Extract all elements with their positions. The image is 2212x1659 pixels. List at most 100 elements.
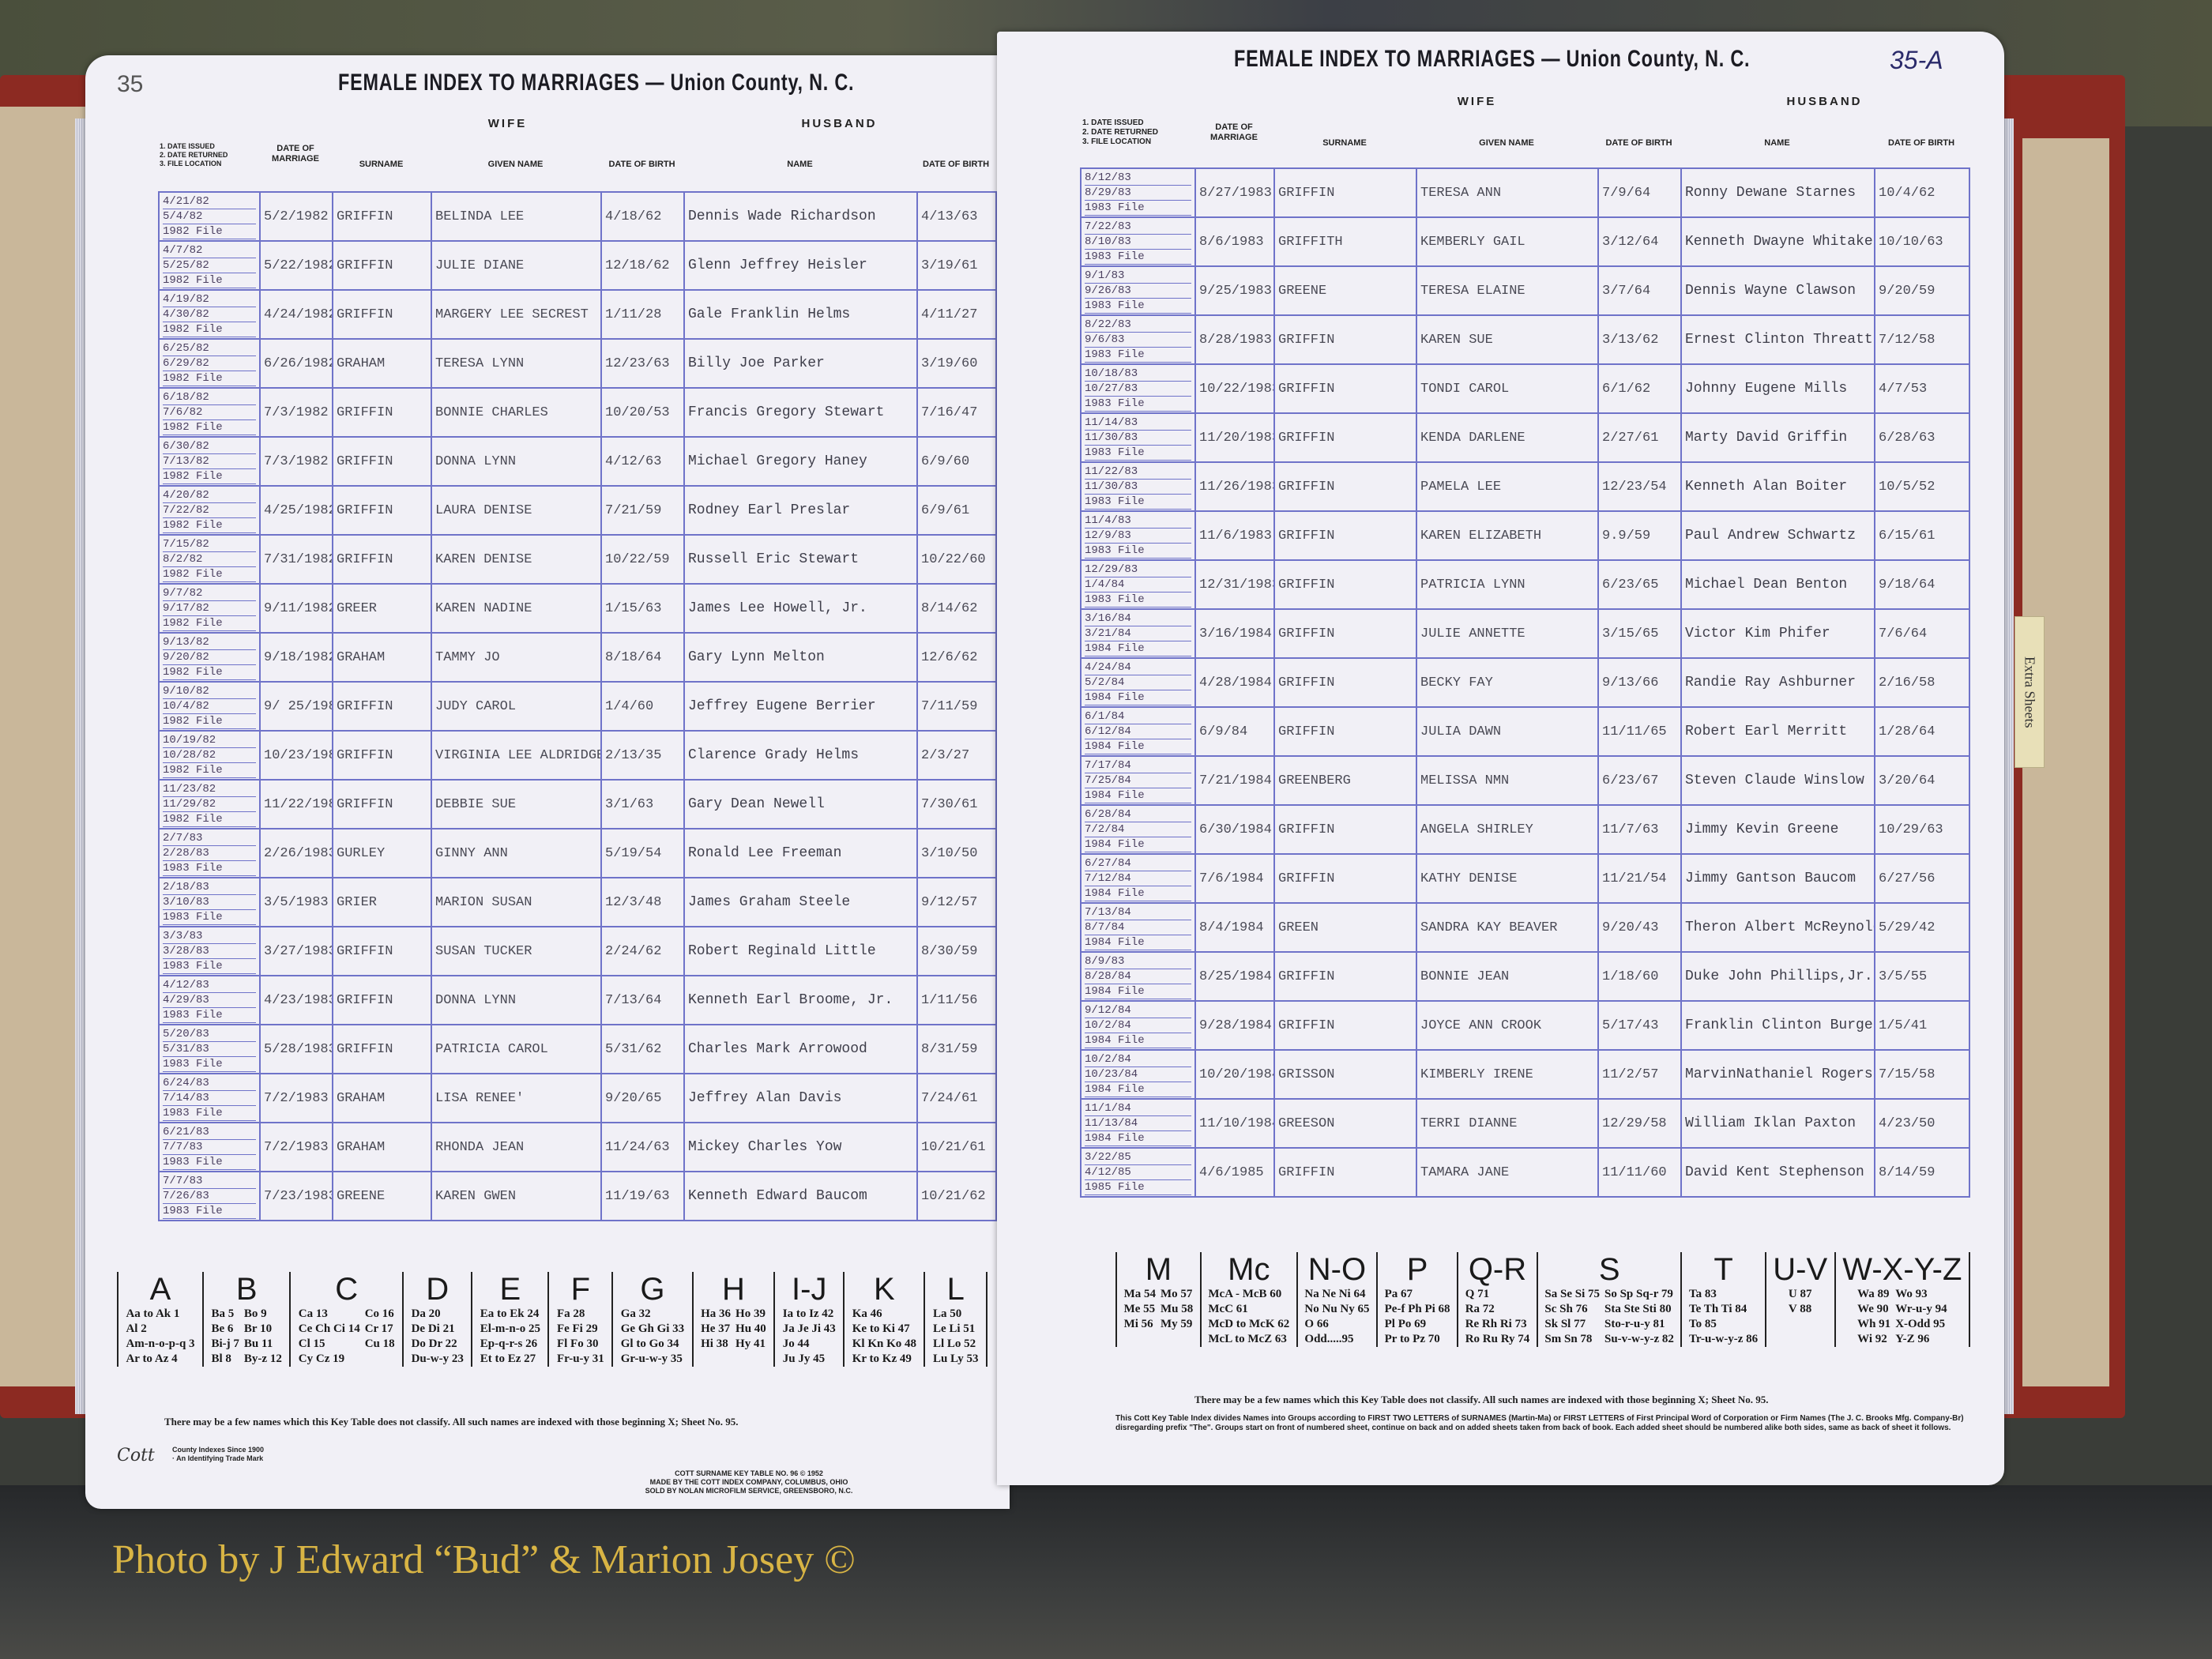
wife-given-name-cell: JOYCE ANN CROOK bbox=[1416, 1000, 1599, 1051]
marriage-date-cell: 5/2/1982 bbox=[259, 191, 333, 242]
table-row: 11/14/83 11/30/83 1983 File 11/20/1983 GRIFF… bbox=[1080, 412, 1970, 463]
table-row: 6/24/83 7/14/83 1983 File 7/2/1983 GRAHAM LIS… bbox=[158, 1073, 997, 1123]
header-husband-name: NAME bbox=[787, 160, 813, 169]
key-group-m: M Ma 54 Me 55 Mi 56 Mo 57 Mu 58 My 59 bbox=[1117, 1252, 1202, 1347]
file-location: 1982 File bbox=[163, 763, 256, 778]
date-returned: 9/26/83 bbox=[1085, 284, 1191, 299]
date-issued: 2/18/83 bbox=[163, 880, 256, 895]
key-group-cells: Pa 67 Pe-f Ph Pi 68 Pl Po 69 Pr to Pz 70 bbox=[1385, 1287, 1450, 1347]
date-returned: 9/20/82 bbox=[163, 650, 256, 665]
photo-credit-watermark: Photo by J Edward “Bud” & Marion Josey © bbox=[112, 1537, 856, 1582]
file-info-cell: 6/21/83 7/7/83 1983 File bbox=[158, 1122, 261, 1172]
key-group-letter: W-X-Y-Z bbox=[1842, 1252, 1962, 1287]
marriage-date-cell: 7/3/1982 bbox=[259, 436, 333, 487]
table-row: 10/2/84 10/23/84 1984 File 10/20/1984 GRISSO… bbox=[1080, 1049, 1970, 1100]
date-issued: 7/15/82 bbox=[163, 537, 256, 552]
key-group-letter: B bbox=[235, 1272, 258, 1307]
wife-surname-cell: GRIFFIN bbox=[332, 240, 432, 291]
key-cell: Mo 57 bbox=[1160, 1288, 1193, 1300]
key-cell: By-z 12 bbox=[243, 1352, 282, 1365]
key-group-cells: U 87 V 88 bbox=[1789, 1287, 1812, 1317]
key-cell: We 90 bbox=[1857, 1303, 1889, 1315]
file-location: 1983 File bbox=[163, 861, 256, 876]
marriage-date-cell: 7/2/1983 bbox=[259, 1122, 333, 1172]
file-location: 1984 File bbox=[1085, 788, 1191, 803]
key-cell: Ea to Ek 24 bbox=[480, 1307, 540, 1320]
key-cell: McD to McK 62 bbox=[1208, 1318, 1290, 1330]
wife-surname-cell: GRIFFIN bbox=[1273, 167, 1417, 218]
key-group-cells: Ta 83 Te Th Ti 84 To 85 Tr-u-w-y-z 86 bbox=[1689, 1287, 1758, 1347]
key-table-instructions: This Cott Key Table Index divides Names … bbox=[1115, 1414, 1964, 1432]
husband-name-cell: Johnny Eugene Mills bbox=[1680, 363, 1875, 414]
wife-surname-cell: GRIFFIN bbox=[332, 779, 432, 830]
table-row: 11/4/83 12/9/83 1983 File 11/6/1983 GRIFFIN K… bbox=[1080, 510, 1970, 561]
husband-dob-cell: 7/12/58 bbox=[1874, 314, 1970, 365]
key-cell: Al 2 bbox=[126, 1322, 147, 1335]
wife-given-name-cell: LAURA DENISE bbox=[431, 485, 602, 536]
wife-dob-cell: 11/2/57 bbox=[1597, 1049, 1682, 1100]
date-returned: 7/13/82 bbox=[163, 454, 256, 469]
key-group-e: E Ea to Ek 24 El-m-n-o 25 Ep-q-r-s 26 Et to … bbox=[472, 1272, 550, 1367]
marriage-date-cell: 4/6/1985 bbox=[1194, 1147, 1275, 1198]
marriage-date-cell: 6/30/1984 bbox=[1194, 804, 1275, 855]
header-husband: HUSBAND bbox=[801, 117, 878, 130]
wife-dob-cell: 6/1/62 bbox=[1597, 363, 1682, 414]
husband-name-cell: David Kent Stephenson bbox=[1680, 1147, 1875, 1198]
wife-given-name-cell: KATHY DENISE bbox=[1416, 853, 1599, 904]
key-group-cells: Q 71 Ra 72 Re Rh Ri 73 Ro Ru Ry 74 bbox=[1465, 1287, 1530, 1347]
key-group-letter: U-V bbox=[1773, 1252, 1828, 1287]
key-cell: Hi 38 bbox=[701, 1337, 728, 1350]
key-cell: Ia to Iz 42 bbox=[782, 1307, 834, 1320]
key-cell: Su-v-w-y-z 82 bbox=[1604, 1333, 1674, 1345]
key-group-letter: Q-R bbox=[1468, 1252, 1527, 1287]
file-info-cell: 4/20/82 7/22/82 1982 File bbox=[158, 485, 261, 536]
file-location: 1984 File bbox=[1085, 739, 1191, 754]
key-cell: Ro Ru Ry 74 bbox=[1465, 1333, 1530, 1345]
wife-dob-cell: 3/7/64 bbox=[1597, 265, 1682, 316]
husband-dob-cell: 8/14/62 bbox=[916, 583, 997, 634]
wife-given-name-cell: RHONDA JEAN bbox=[431, 1122, 602, 1172]
table-row: 6/30/82 7/13/82 1982 File 7/3/1982 GRIFFIN DO… bbox=[158, 436, 997, 487]
husband-name-cell: Russell Eric Stewart bbox=[683, 534, 918, 585]
date-issued: 4/20/82 bbox=[163, 488, 256, 503]
key-group-cells: Aa to Ak 1 Al 2 Am-n-o-p-q 3 Ar to Az 4 bbox=[126, 1307, 194, 1367]
date-issued: 4/7/82 bbox=[163, 243, 256, 258]
husband-dob-cell: 2/16/58 bbox=[1874, 657, 1970, 708]
husband-dob-cell: 1/11/56 bbox=[916, 975, 997, 1025]
wife-dob-cell: 10/20/53 bbox=[600, 387, 685, 438]
wife-surname-cell: GRIFFIN bbox=[1273, 1000, 1417, 1051]
wife-surname-cell: GRIER bbox=[332, 877, 432, 927]
file-location: 1983 File bbox=[1085, 495, 1191, 510]
husband-dob-cell: 9/20/59 bbox=[1874, 265, 1970, 316]
header-surname: SURNAME bbox=[1322, 138, 1367, 148]
husband-dob-cell: 7/15/58 bbox=[1874, 1049, 1970, 1100]
key-cell: Sk Sl 77 bbox=[1544, 1318, 1586, 1330]
husband-dob-cell: 7/11/59 bbox=[916, 681, 997, 732]
husband-name-cell: Mickey Charles Yow bbox=[683, 1122, 918, 1172]
key-cell: Ce Ch Ci 14 bbox=[298, 1322, 360, 1335]
date-returned: 10/4/82 bbox=[163, 699, 256, 714]
file-info-cell: 6/18/82 7/6/82 1982 File bbox=[158, 387, 261, 438]
marriage-date-cell: 8/25/1984 bbox=[1194, 951, 1275, 1002]
husband-dob-cell: 3/20/64 bbox=[1874, 755, 1970, 806]
key-group-k: K Ka 46 Ke to Ki 47 Kl Kn Ko 48 Kr to Kz 49 bbox=[845, 1272, 926, 1367]
husband-name-cell: Clarence Grady Helms bbox=[683, 730, 918, 781]
key-cell: Sta Ste Sti 80 bbox=[1604, 1303, 1672, 1315]
husband-name-cell: Ronald Lee Freeman bbox=[683, 828, 918, 878]
wife-dob-cell: 9/13/66 bbox=[1597, 657, 1682, 708]
file-location: 1982 File bbox=[163, 273, 256, 288]
key-cell: Le Li 51 bbox=[932, 1322, 976, 1335]
husband-dob-cell: 4/23/50 bbox=[1874, 1098, 1970, 1149]
table-row: 3/3/83 3/28/83 1983 File 3/27/1983 GRIFFIN SU… bbox=[158, 926, 997, 976]
marriage-date-cell: 11/10/1984 bbox=[1194, 1098, 1275, 1149]
file-location: 1983 File bbox=[163, 910, 256, 925]
wife-given-name-cell: KAREN GWEN bbox=[431, 1171, 602, 1221]
wife-dob-cell: 12/23/63 bbox=[600, 338, 685, 389]
publisher-line: MADE BY THE COTT INDEX COMPANY, COLUMBUS… bbox=[649, 1478, 848, 1486]
extra-sheets-tab[interactable]: Extra Sheets bbox=[2014, 616, 2045, 768]
key-group-cells: Ha 36 He 37 Hi 38 Ho 39 Hu 40 Hy 41 bbox=[701, 1307, 766, 1352]
file-location: 1984 File bbox=[1085, 690, 1191, 705]
marriage-date-cell: 4/28/1984 bbox=[1194, 657, 1275, 708]
husband-dob-cell: 8/30/59 bbox=[916, 926, 997, 976]
